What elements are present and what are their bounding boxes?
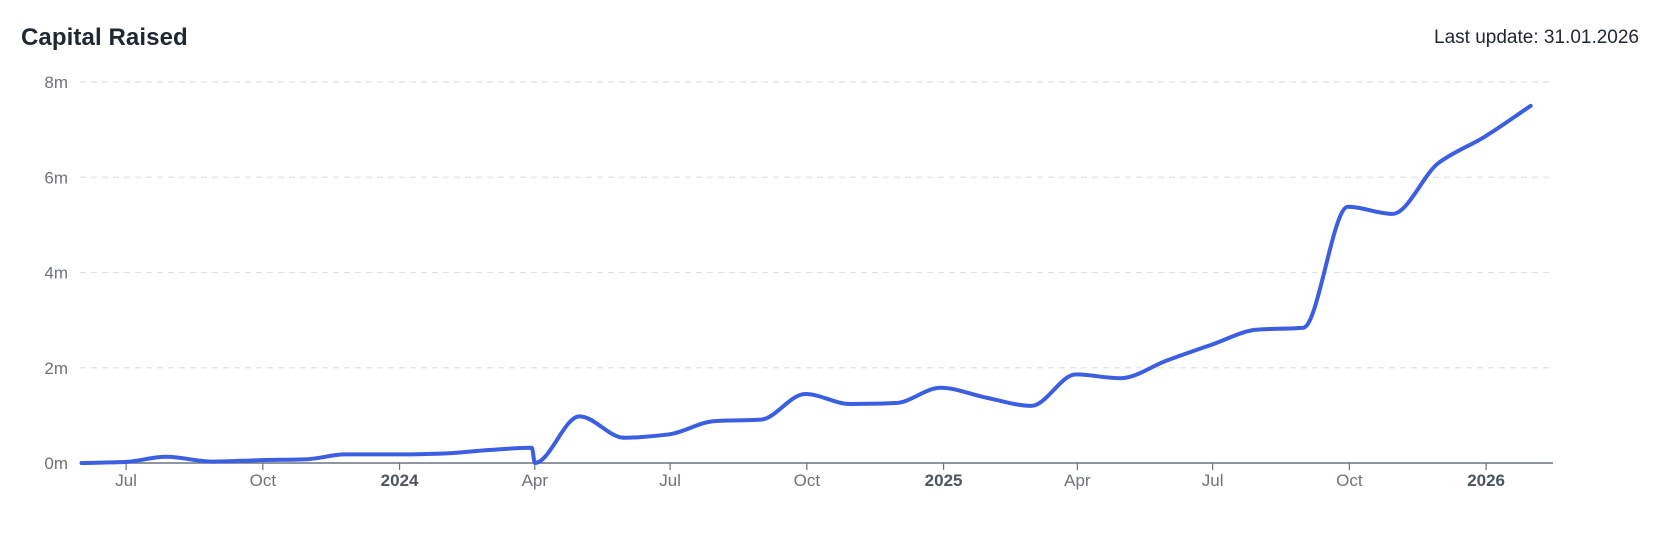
data-point[interactable] bbox=[391, 448, 403, 460]
data-point[interactable] bbox=[1386, 208, 1398, 220]
data-point[interactable] bbox=[663, 428, 675, 440]
y-tick-label: 2m bbox=[44, 359, 68, 378]
data-point[interactable] bbox=[255, 454, 267, 466]
data-point[interactable] bbox=[1114, 372, 1126, 384]
data-point[interactable] bbox=[1433, 157, 1445, 169]
data-point[interactable] bbox=[339, 448, 351, 460]
x-tick-label: Jul bbox=[659, 471, 681, 490]
x-tick-label: Oct bbox=[794, 471, 821, 490]
data-point[interactable] bbox=[755, 414, 767, 426]
x-tick-label: Apr bbox=[1064, 471, 1091, 490]
x-tick-label: Jul bbox=[115, 471, 137, 490]
data-point[interactable] bbox=[526, 442, 538, 454]
x-tick-label: 2024 bbox=[381, 471, 419, 490]
data-point[interactable] bbox=[709, 415, 721, 427]
data-point[interactable] bbox=[206, 456, 218, 468]
data-point[interactable] bbox=[160, 451, 172, 463]
data-point[interactable] bbox=[75, 457, 87, 469]
series-layer bbox=[75, 100, 1537, 469]
y-tick-label: 0m bbox=[44, 454, 68, 473]
data-point[interactable] bbox=[119, 456, 131, 468]
data-point[interactable] bbox=[799, 388, 811, 400]
data-point[interactable] bbox=[1525, 100, 1537, 112]
data-point[interactable] bbox=[1205, 339, 1217, 351]
x-axis-ticks: Jul Oct 2024 Apr Jul Oct 2025 Apr Jul Oct 2026 bbox=[115, 463, 1505, 490]
data-point[interactable] bbox=[438, 447, 450, 459]
y-axis-ticks: 0m 2m 4m 6m 8m bbox=[44, 73, 68, 473]
data-point[interactable] bbox=[618, 432, 630, 444]
gridlines bbox=[80, 81, 1553, 369]
data-point[interactable] bbox=[573, 410, 585, 422]
data-point[interactable] bbox=[844, 398, 856, 410]
data-point[interactable] bbox=[935, 382, 947, 394]
y-tick-label: 8m bbox=[44, 73, 68, 92]
y-tick-label: 6m bbox=[44, 168, 68, 187]
x-tick-label: 2026 bbox=[1467, 471, 1505, 490]
data-point[interactable] bbox=[481, 444, 493, 456]
data-point[interactable] bbox=[1025, 400, 1037, 412]
data-point[interactable] bbox=[1161, 355, 1173, 367]
data-point[interactable] bbox=[1342, 201, 1354, 213]
data-point[interactable] bbox=[1297, 322, 1309, 334]
series-line bbox=[79, 103, 1533, 465]
data-point[interactable] bbox=[890, 397, 902, 409]
data-point[interactable] bbox=[301, 453, 313, 465]
x-tick-label: Apr bbox=[522, 471, 549, 490]
last-update-value: 31.01.2026 bbox=[1543, 27, 1639, 48]
y-tick-label: 4m bbox=[44, 264, 68, 283]
data-point[interactable] bbox=[529, 457, 541, 469]
last-update: Last update: 31.01.2026 bbox=[1434, 27, 1639, 49]
x-tick-label: Oct bbox=[250, 471, 277, 490]
last-update-label: Last update: bbox=[1434, 27, 1539, 48]
data-point[interactable] bbox=[1479, 131, 1491, 143]
data-point[interactable] bbox=[981, 392, 993, 404]
data-point[interactable] bbox=[1251, 324, 1263, 336]
chart-title: Capital Raised bbox=[21, 24, 188, 51]
x-tick-label: 2025 bbox=[925, 471, 963, 490]
x-tick-label: Oct bbox=[1336, 471, 1363, 490]
x-tick-label: Jul bbox=[1202, 471, 1224, 490]
data-point[interactable] bbox=[1070, 368, 1082, 380]
